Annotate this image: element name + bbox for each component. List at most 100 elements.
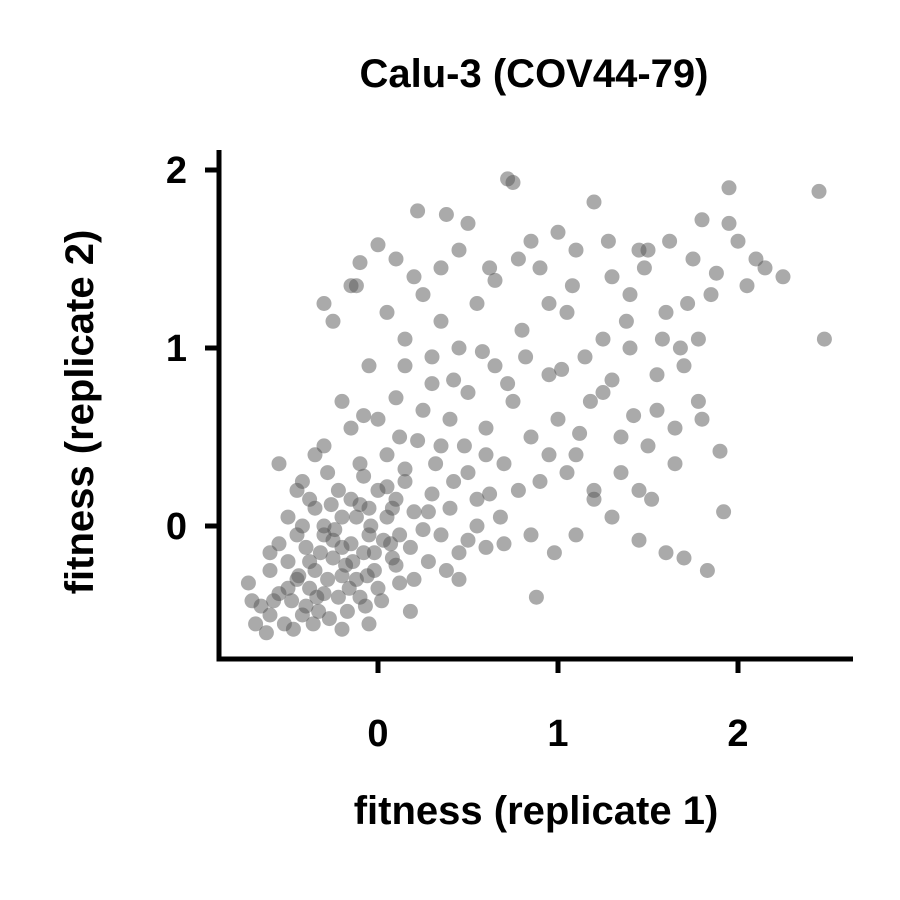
scatter-point xyxy=(699,563,715,578)
scatter-point xyxy=(541,447,557,463)
scatter-point xyxy=(415,522,431,538)
scatter-point xyxy=(730,233,746,249)
scatter-point xyxy=(631,532,647,548)
scatter-point xyxy=(644,491,660,507)
scatter-point xyxy=(325,550,341,566)
scatter-point xyxy=(370,237,386,253)
scatter-point xyxy=(510,482,526,498)
scatter-point xyxy=(680,296,696,311)
scatter-point xyxy=(383,536,399,552)
scatter-point xyxy=(363,518,379,534)
scatter-point xyxy=(604,372,620,388)
scatter-point xyxy=(622,340,638,356)
scatter-point xyxy=(330,589,346,605)
scatter-point xyxy=(343,278,359,294)
scatter-point xyxy=(613,429,629,445)
scatter-point xyxy=(694,411,710,427)
scatter-point xyxy=(528,589,544,605)
scatter-point xyxy=(388,557,404,573)
scatter-point xyxy=(442,411,458,427)
scatter-point xyxy=(500,376,516,392)
scatter-point xyxy=(271,456,287,472)
data-points xyxy=(240,171,832,641)
scatter-point xyxy=(334,568,350,584)
scatter-point xyxy=(482,260,498,276)
scatter-point xyxy=(559,465,575,481)
scatter-point xyxy=(694,212,710,228)
scatter-point xyxy=(262,545,278,561)
scatter-point xyxy=(415,402,431,418)
scatter-point xyxy=(613,465,629,481)
scatter-point xyxy=(291,568,307,584)
scatter-point xyxy=(424,376,440,392)
scatter-point xyxy=(577,349,593,365)
scatter-point xyxy=(654,331,670,347)
scatter-point xyxy=(478,420,494,436)
scatter-point xyxy=(311,603,327,619)
scatter-point xyxy=(532,260,548,276)
scatter-point xyxy=(514,322,530,338)
scatter-point xyxy=(460,385,476,400)
scatter-point xyxy=(345,554,361,570)
scatter-point xyxy=(307,447,323,463)
scatter-point xyxy=(604,509,620,525)
scatter-point xyxy=(775,269,791,285)
y-tick-label: 1 xyxy=(166,328,187,370)
scatter-point xyxy=(316,296,332,311)
scatter-point xyxy=(739,278,755,294)
x-axis-ticks: 0 1 2 xyxy=(367,659,749,755)
scatter-point xyxy=(352,255,368,271)
scatter-point xyxy=(266,593,282,609)
scatter-point xyxy=(523,429,539,445)
scatter-point xyxy=(721,215,737,231)
scatter-point xyxy=(708,265,724,281)
scatter-point xyxy=(604,269,620,285)
scatter-point xyxy=(392,575,408,591)
x-tick-label: 0 xyxy=(367,713,388,755)
scatter-point xyxy=(510,251,526,267)
scatter-point xyxy=(546,545,562,561)
scatter-point xyxy=(262,563,278,578)
scatter-point xyxy=(312,545,328,561)
scatter-point xyxy=(478,447,494,463)
scatter-point xyxy=(285,621,301,637)
scatter-point xyxy=(572,425,588,441)
scatter-point xyxy=(302,491,318,507)
scatter-point xyxy=(298,539,314,555)
scatter-point xyxy=(636,260,652,276)
scatter-point xyxy=(428,456,444,472)
scatter-point xyxy=(374,593,390,609)
scatter-point xyxy=(690,331,706,347)
scatter-point xyxy=(523,527,539,543)
scatter-point xyxy=(262,607,278,623)
scatter-point xyxy=(626,408,642,424)
scatter-point xyxy=(716,504,732,520)
scatter-point xyxy=(352,456,368,472)
scatter-point xyxy=(690,393,706,409)
scatter-point xyxy=(492,509,508,525)
scatter-point xyxy=(505,175,521,190)
scatter-point xyxy=(474,344,490,360)
scatter-point xyxy=(496,456,512,472)
scatter-point xyxy=(320,465,336,481)
scatter-point xyxy=(406,504,422,520)
scatter-point xyxy=(356,468,372,484)
scatter-point xyxy=(568,527,584,543)
scatter-point xyxy=(392,429,408,445)
x-axis-label: fitness (replicate 1) xyxy=(354,789,719,833)
scatter-point xyxy=(397,358,413,374)
y-axis-label: fitness (replicate 2) xyxy=(58,230,102,595)
scatter-point xyxy=(631,242,647,258)
scatter-point xyxy=(568,242,584,258)
scatter-point xyxy=(433,313,449,329)
scatter-point xyxy=(334,509,350,525)
scatter-point xyxy=(811,183,827,199)
scatter-point xyxy=(685,251,701,267)
scatter-point xyxy=(532,474,548,489)
scatter-point xyxy=(600,233,616,249)
scatter-point xyxy=(640,438,656,454)
scatter-point xyxy=(309,589,325,605)
scatter-point xyxy=(595,331,611,347)
scatter-point xyxy=(703,287,719,303)
